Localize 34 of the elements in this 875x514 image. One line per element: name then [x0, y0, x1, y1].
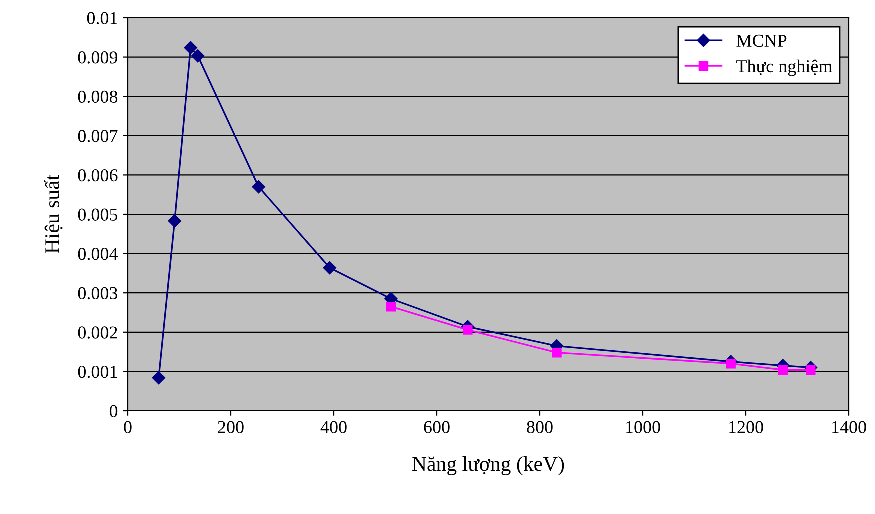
x-tick-label: 600 — [424, 421, 450, 434]
point — [778, 365, 788, 375]
point — [552, 348, 562, 358]
y-tick-label: 0.002 — [78, 326, 118, 339]
x-tick-label: 1400 — [832, 421, 866, 434]
point — [386, 302, 396, 312]
point — [806, 365, 816, 375]
point — [191, 50, 205, 63]
x-tick-label: 400 — [320, 421, 347, 434]
point — [463, 325, 473, 335]
point — [184, 41, 198, 54]
legend-label: Thực nghiệm — [736, 60, 832, 76]
y-tick-label: 0.003 — [78, 287, 118, 300]
point — [323, 261, 336, 275]
y-axis-title: Hiệu suất — [44, 174, 63, 254]
y-tick-label: 0.007 — [78, 130, 118, 142]
point — [168, 214, 182, 228]
point — [152, 371, 166, 385]
y-tick-label: 0.005 — [78, 208, 118, 222]
x-axis-title: Năng lượng (keV) — [412, 456, 564, 476]
y-tick-label: 0.006 — [78, 169, 118, 182]
point — [252, 180, 266, 194]
y-tick-label: 0.004 — [78, 248, 118, 260]
y-tick-label: 0.008 — [78, 90, 118, 104]
y-tick-label: 0.01 — [87, 12, 118, 25]
legend-label: MCNP — [736, 34, 787, 48]
x-tick-label: 800 — [527, 421, 553, 434]
y-tick-label: 0.001 — [78, 366, 118, 378]
x-tick-label: 200 — [218, 421, 244, 434]
y-tick-label: 0 — [110, 405, 118, 418]
y-tick-label: 0.009 — [78, 52, 118, 64]
x-tick-label: 0 — [124, 421, 132, 434]
x-tick-label: 1000 — [626, 421, 660, 434]
x-tick-label: 1200 — [730, 421, 764, 434]
